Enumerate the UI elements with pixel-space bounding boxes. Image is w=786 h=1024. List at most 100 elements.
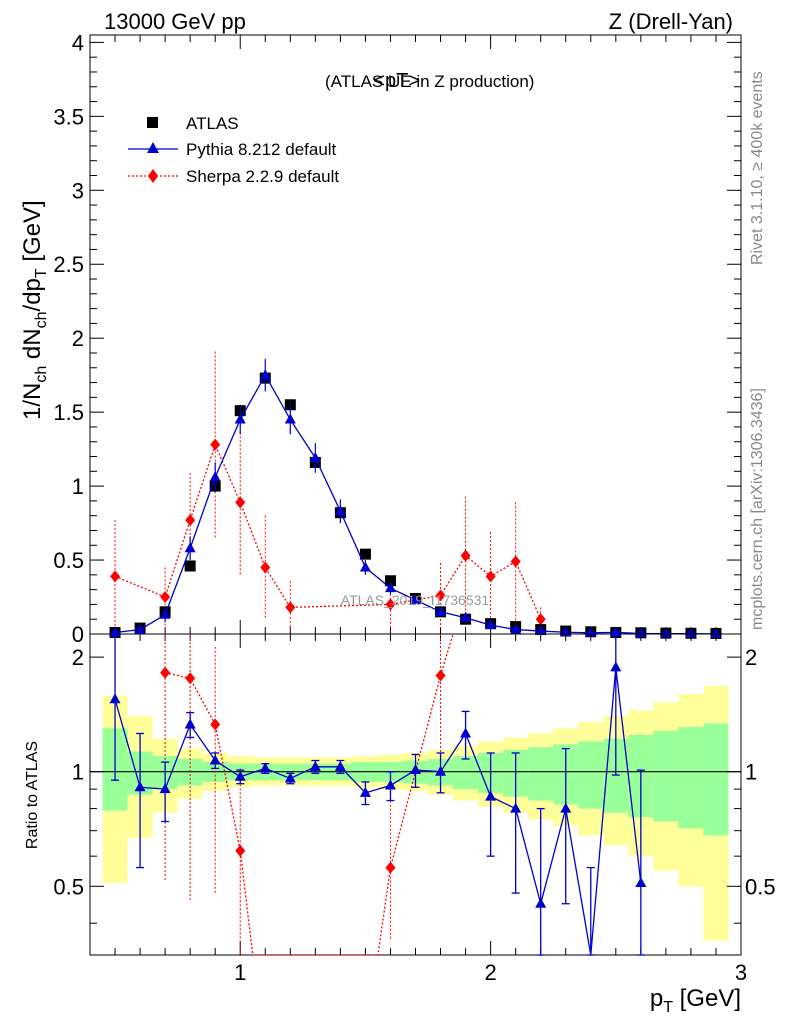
ratio-xtick-label: 1 <box>234 960 246 985</box>
pythia-point <box>159 608 171 619</box>
pythia-point <box>485 619 497 630</box>
main-ytick-label: 2.5 <box>53 252 84 277</box>
xlabel: pT [GeV] <box>650 985 741 1016</box>
watermark: ATLAS_2019_I1736531 <box>341 592 490 608</box>
ratio-pythia-point <box>209 754 221 765</box>
pythia-point <box>184 542 196 553</box>
ratio-sherpa-point <box>235 844 246 857</box>
ratio-axis-ticks: 0.5 0.5 1 1 2 2 1 2 3 <box>53 634 776 985</box>
ratio-pythia-point <box>109 693 121 704</box>
legend-marker-sherpa <box>148 169 158 183</box>
inner-band-segment <box>578 741 604 809</box>
main-ytick-label: 4 <box>72 30 84 55</box>
ratio-pythia-point <box>159 783 171 794</box>
pythia-point <box>309 451 321 462</box>
main-ytick-label: 1.5 <box>53 400 84 425</box>
ratio-ytick-label-right: 1 <box>745 760 757 785</box>
pythia-point <box>535 625 547 636</box>
sherpa-point <box>460 549 471 562</box>
ratio-pythia-point <box>610 661 622 672</box>
sherpa-point <box>510 555 521 568</box>
ratio-pythia-point <box>460 727 472 738</box>
main-ylabel: 1/Nch dNch/dpT [GeV] <box>19 200 50 420</box>
pythia-point <box>259 369 271 380</box>
inner-band-segment <box>678 727 704 829</box>
ratio-pythia-point <box>384 779 396 790</box>
legend-marker-pythia <box>147 142 159 153</box>
ratio-pythia-point <box>334 760 346 771</box>
atlas-point <box>184 560 196 572</box>
pythia-point <box>334 505 346 516</box>
pythia-point <box>209 471 221 482</box>
ratio-pythia-point <box>259 762 271 773</box>
sherpa-point <box>185 514 196 527</box>
ratio-xtick-label: 3 <box>735 960 747 985</box>
pythia-point <box>660 627 672 638</box>
ratio-ytick-label-right: 0.5 <box>745 874 776 899</box>
pythia-point <box>234 413 246 424</box>
pythia-point <box>685 627 697 638</box>
main-subtitle: (ATLAS UE in Z production) <box>325 72 534 91</box>
ratio-ytick-label-left: 2 <box>72 645 84 670</box>
main-ytick-label: 3 <box>72 178 84 203</box>
inner-band-segment <box>653 730 679 822</box>
sherpa-point <box>210 438 221 451</box>
pythia-point <box>284 413 296 424</box>
ratio-sherpa-point <box>210 718 221 731</box>
sherpa-point <box>535 613 546 626</box>
ratio-ytick-label-left: 1 <box>72 760 84 785</box>
ratio-pythia-point <box>435 765 447 776</box>
sherpa-point <box>385 598 396 611</box>
pythia-point <box>410 593 421 604</box>
ratio-sherpa-point <box>185 672 196 685</box>
sherpa-point <box>435 589 446 602</box>
ratio-ylabel: Ratio to ATLAS <box>24 741 41 849</box>
ratio-sherpa-point <box>160 666 171 679</box>
header-left: 13000 GeV pp <box>104 9 246 34</box>
ratio-sherpa-point <box>435 669 446 682</box>
ratio-pythia-point <box>560 802 572 813</box>
ratio-pythia-point <box>510 802 522 813</box>
ratio-pythia-point <box>535 897 547 908</box>
ratio-ytick-label-left: 0.5 <box>53 874 84 899</box>
legend-sherpa: Sherpa 2.2.9 default <box>186 167 339 186</box>
pythia-point <box>359 561 371 572</box>
rivet-label: Rivet 3.1.10, ≥ 400k events <box>749 71 766 265</box>
ratio-pythia-point <box>635 877 647 888</box>
ratio-data <box>109 633 647 956</box>
legend-atlas: ATLAS <box>186 114 239 133</box>
ratio-sherpa-point <box>385 861 396 874</box>
mcplots-label: mcplots.cern.ch [arXiv:1306.3436] <box>749 388 766 630</box>
ratio-pythia-point <box>134 781 146 792</box>
sherpa-point <box>285 601 296 614</box>
inner-band-segment <box>703 723 729 836</box>
ratio-pythia-point <box>284 772 296 783</box>
main-ytick-label: 0 <box>72 622 84 647</box>
ratio-ytick-label-right: 2 <box>745 645 757 670</box>
main-ytick-label: 0.5 <box>53 548 84 573</box>
ratio-pythia-point <box>359 786 371 797</box>
ratio-pythia-point <box>234 770 246 781</box>
inner-band-segment <box>528 747 554 801</box>
pythia-point <box>384 582 396 593</box>
ratio-pythia-point <box>485 790 497 801</box>
legend-marker-atlas <box>147 117 158 128</box>
ratio-pythia-point <box>309 760 321 771</box>
main-ytick-label: 2 <box>72 326 84 351</box>
atlas-point <box>384 575 396 587</box>
ratio-sherpa-line <box>164 633 454 956</box>
pythia-point <box>134 623 146 634</box>
sherpa-point <box>235 496 246 509</box>
main-title: <pT> <box>373 70 420 92</box>
inner-band-segment <box>453 755 479 790</box>
sherpa-point <box>110 570 121 583</box>
pythia-point <box>435 605 447 616</box>
atlas-point <box>359 548 371 560</box>
sherpa-point <box>260 561 271 574</box>
main-data <box>109 351 722 639</box>
pythia-point <box>635 627 647 638</box>
legend-pythia: Pythia 8.212 default <box>186 140 337 159</box>
main-ytick-label: 1 <box>72 474 84 499</box>
header-right: Z (Drell-Yan) <box>609 9 733 34</box>
